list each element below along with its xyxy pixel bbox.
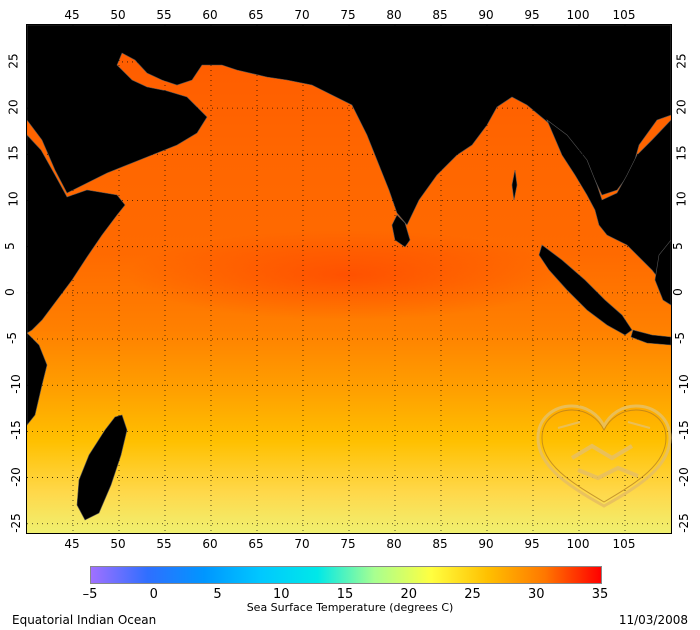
lon-tick-top: 60 (202, 8, 218, 22)
lat-tick-left: 15 (6, 145, 21, 161)
colorbar-tick: 0 (149, 587, 158, 602)
lat-tick-left: 20 (6, 99, 21, 115)
lon-tick-bottom: 100 (566, 537, 590, 551)
lon-tick-bottom: 85 (432, 537, 448, 551)
colorbar-tick: 35 (591, 587, 609, 602)
lon-tick-bottom: 70 (294, 537, 310, 551)
lon-tick-top: 65 (248, 8, 264, 22)
lon-tick-bottom: 65 (248, 537, 264, 551)
colorbar-tick: 5 (213, 587, 222, 602)
lat-tick-right: 15 (674, 145, 689, 161)
colorbar (90, 566, 602, 584)
lat-tick-left: -20 (8, 466, 23, 487)
lat-tick-left: -15 (8, 420, 23, 441)
lat-tick-left: 5 (2, 241, 17, 250)
lat-tick-right: 25 (674, 53, 689, 69)
lon-tick-bottom: 45 (64, 537, 80, 551)
lon-tick-bottom: 80 (386, 537, 402, 551)
lon-tick-top: 75 (340, 8, 356, 22)
region-label: Equatorial Indian Ocean (12, 613, 157, 627)
lon-tick-top: 80 (386, 8, 402, 22)
lon-tick-bottom: 75 (340, 537, 356, 551)
lon-tick-top: 70 (294, 8, 310, 22)
lon-tick-top: 85 (432, 8, 448, 22)
lat-tick-left: 0 (2, 288, 17, 296)
colorbar-tick: 15 (336, 587, 354, 602)
lat-tick-right: 0 (670, 288, 685, 296)
lon-tick-top: 50 (110, 8, 126, 22)
lon-tick-bottom: 105 (612, 537, 636, 551)
lat-tick-left: -5 (4, 332, 19, 345)
lon-tick-top: 100 (566, 8, 590, 22)
lat-tick-left: -25 (8, 512, 23, 533)
lat-tick-right: 20 (674, 99, 689, 115)
colorbar-tick: 25 (464, 587, 481, 602)
sst-field (27, 25, 671, 533)
lon-tick-bottom: 90 (478, 537, 494, 551)
lon-tick-top: 45 (64, 8, 80, 22)
colorbar-tick: 30 (527, 587, 545, 602)
lat-tick-left: -10 (8, 374, 23, 395)
lat-tick-right: -5 (672, 332, 687, 345)
colorbar-label: Sea Surface Temperature (degrees C) (246, 601, 454, 614)
colorbar-tick: 20 (400, 587, 418, 602)
lon-tick-top: 55 (156, 8, 172, 22)
lat-tick-right: -10 (676, 374, 691, 395)
lat-tick-left: 25 (6, 53, 21, 69)
lon-tick-bottom: 50 (110, 537, 126, 551)
lat-tick-right: 10 (674, 191, 689, 208)
colorbar-tick: 10 (272, 587, 290, 602)
lon-tick-top: 105 (612, 8, 636, 22)
lat-tick-left: 10 (6, 191, 21, 208)
lon-tick-bottom: 55 (156, 537, 172, 551)
lat-tick-right: 5 (670, 241, 685, 250)
lon-tick-top: 95 (524, 8, 540, 22)
lon-tick-bottom: 95 (524, 537, 540, 551)
lon-tick-bottom: 60 (202, 537, 218, 551)
sst-map (26, 24, 672, 534)
lat-tick-right: -25 (676, 512, 691, 533)
colorbar-tick: –5 (82, 587, 98, 602)
lon-tick-top: 90 (478, 8, 494, 22)
date-label: 11/03/2008 (618, 613, 688, 627)
handshake-heart-watermark-icon (536, 404, 672, 508)
